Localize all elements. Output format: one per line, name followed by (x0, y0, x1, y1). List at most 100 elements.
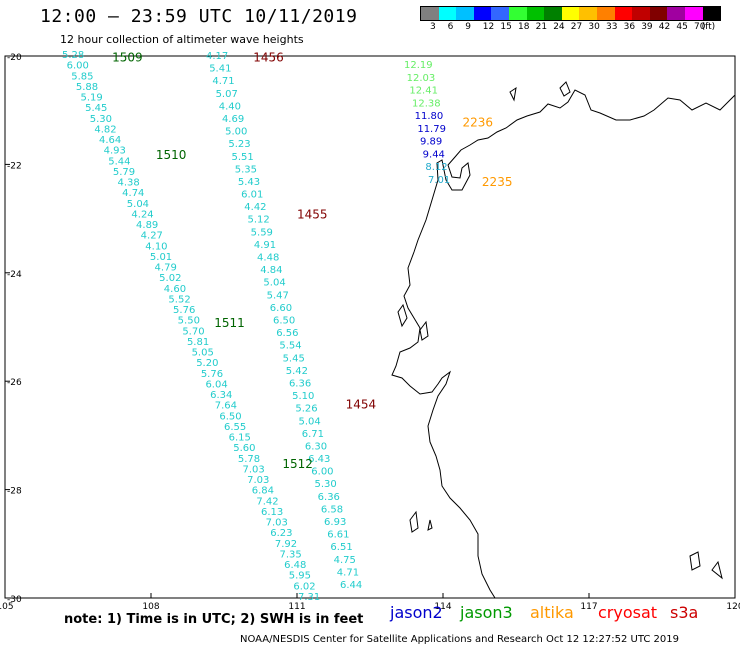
legend-label: 70 (694, 22, 706, 32)
wave-height-value: 6.58 (321, 504, 343, 515)
wave-height-value: 6.34 (210, 390, 232, 401)
wave-height-value: 5.01 (150, 252, 172, 263)
lon-tick-label: 105 (0, 602, 14, 612)
wave-height-value: 4.82 (94, 124, 116, 135)
wave-height-value: 8.12 (425, 162, 447, 173)
legend-label: 9 (465, 22, 471, 32)
legend-label: 24 (553, 22, 565, 32)
wave-height-value: 6.50 (273, 316, 295, 327)
wave-height-value: 6.23 (270, 528, 292, 539)
coastline (391, 56, 736, 599)
pass-id-label: 1511 (214, 316, 245, 330)
wave-height-value: 6.44 (340, 580, 362, 591)
footer-note: note: 1) Time is in UTC; 2) SWH is in fe… (64, 612, 364, 627)
wave-height-value: 12.19 (404, 60, 433, 71)
map-subtitle: 12 hour collection of altimeter wave hei… (60, 33, 304, 46)
wave-height-value: 4.17 (206, 51, 228, 62)
wave-height-value: 5.41 (209, 64, 231, 75)
wave-height-value: 5.43 (238, 177, 260, 188)
legend-label: 45 (676, 22, 688, 32)
map-title: 12:00 – 23:59 UTC 10/11/2019 (40, 6, 358, 27)
lat-tick-label: -24 (7, 270, 22, 280)
wave-height-value: 5.02 (159, 273, 181, 284)
wave-height-value: 5.76 (201, 369, 223, 380)
color-scale-legend (420, 6, 722, 21)
legend-swatch (456, 7, 474, 20)
legend-swatch (649, 7, 668, 20)
legend-swatch (632, 7, 650, 20)
legend-label: 12 (482, 22, 495, 32)
legend-swatch (491, 7, 509, 20)
footer-credit: NOAA/NESDIS Center for Satellite Applica… (240, 634, 679, 645)
lat-tick-label: -28 (7, 487, 22, 497)
wave-height-value: 5.04 (263, 278, 285, 289)
wave-height-value: 4.79 (155, 263, 177, 274)
wave-height-value: 4.71 (212, 76, 234, 87)
legend-swatch (702, 7, 721, 20)
wave-height-value: 4.93 (104, 146, 126, 157)
wave-height-value: 6.84 (252, 486, 274, 497)
legend-label: 27 (570, 22, 583, 32)
wave-height-value: 5.78 (238, 454, 260, 465)
wave-height-value: 4.75 (334, 555, 356, 566)
wave-height-value: 6.13 (261, 507, 283, 518)
wave-height-value: 5.23 (228, 139, 250, 150)
wave-height-value: 5.76 (173, 305, 195, 316)
altimeter-tracks: 5.286.005.855.885.195.455.304.824.644.93… (62, 50, 362, 603)
wave-height-value: 5.60 (233, 443, 255, 454)
legend-label: 30 (588, 22, 600, 32)
legend-swatch (438, 7, 457, 20)
wave-height-value: 5.30 (314, 479, 336, 490)
legend-swatch (508, 7, 527, 20)
pass-id-label: 1455 (297, 208, 328, 222)
pass-id-label: 1456 (253, 50, 284, 64)
wave-height-value: 5.45 (283, 353, 305, 364)
lat-tick-label: -30 (7, 595, 22, 605)
pass-id-label: 1512 (282, 457, 313, 471)
wave-height-value: 6.55 (224, 422, 246, 433)
legend-swatch (526, 7, 545, 20)
legend-label: 42 (658, 22, 671, 32)
pass-id-label: 1509 (112, 50, 143, 64)
wave-height-value: 5.59 (251, 227, 273, 238)
wave-height-value: 6.36 (318, 492, 340, 503)
wave-height-value: 5.26 (295, 404, 317, 415)
wave-height-value: 5.54 (279, 341, 301, 352)
wave-height-value: 5.07 (216, 89, 238, 100)
lon-tick-label: 120 (726, 602, 740, 612)
legend-label: (ft) (701, 22, 716, 32)
wave-height-value: 6.01 (241, 190, 263, 201)
wave-height-value: 4.74 (122, 188, 144, 199)
satellite-name: jason3 (460, 603, 513, 622)
wave-height-value: 4.40 (219, 101, 241, 112)
legend-label: 6 (447, 22, 454, 32)
wave-height-value: 7.92 (275, 539, 297, 550)
wave-height-value: 5.05 (192, 348, 214, 359)
wave-height-value: 6.43 (308, 454, 330, 465)
legend-swatch (579, 7, 597, 20)
wave-height-value: 12.38 (412, 98, 441, 109)
wave-height-value: 6.36 (289, 378, 311, 389)
wave-height-value: 4.89 (136, 220, 158, 231)
wave-height-value: 7.42 (256, 496, 278, 507)
axis-ticks: 105 108 111 114 117 120 -20 -22 -24 -26 -28 -30 (0, 53, 740, 612)
wave-height-value: 5.10 (292, 391, 314, 402)
wave-height-value: 4.42 (244, 202, 266, 213)
satellite-name: jason2 (390, 603, 443, 622)
wave-height-value: 5.79 (113, 167, 135, 178)
wave-height-value: 4.10 (145, 241, 167, 252)
legend-label: 18 (518, 22, 530, 32)
legend-swatch (614, 7, 633, 20)
lat-tick-label: -22 (7, 161, 22, 171)
wave-height-value: 4.27 (141, 231, 163, 242)
wave-height-value: 7.64 (215, 401, 237, 412)
legend-label: 33 (606, 22, 618, 32)
lon-tick-label: 108 (142, 602, 159, 612)
pass-id-label: 1454 (346, 397, 377, 411)
wave-height-value: 5.04 (299, 416, 321, 427)
wave-height-value: 5.19 (81, 93, 103, 104)
satellite-name: altika (530, 603, 574, 622)
wave-height-value: 7.31 (298, 592, 320, 603)
wave-height-value: 5.50 (178, 316, 200, 327)
